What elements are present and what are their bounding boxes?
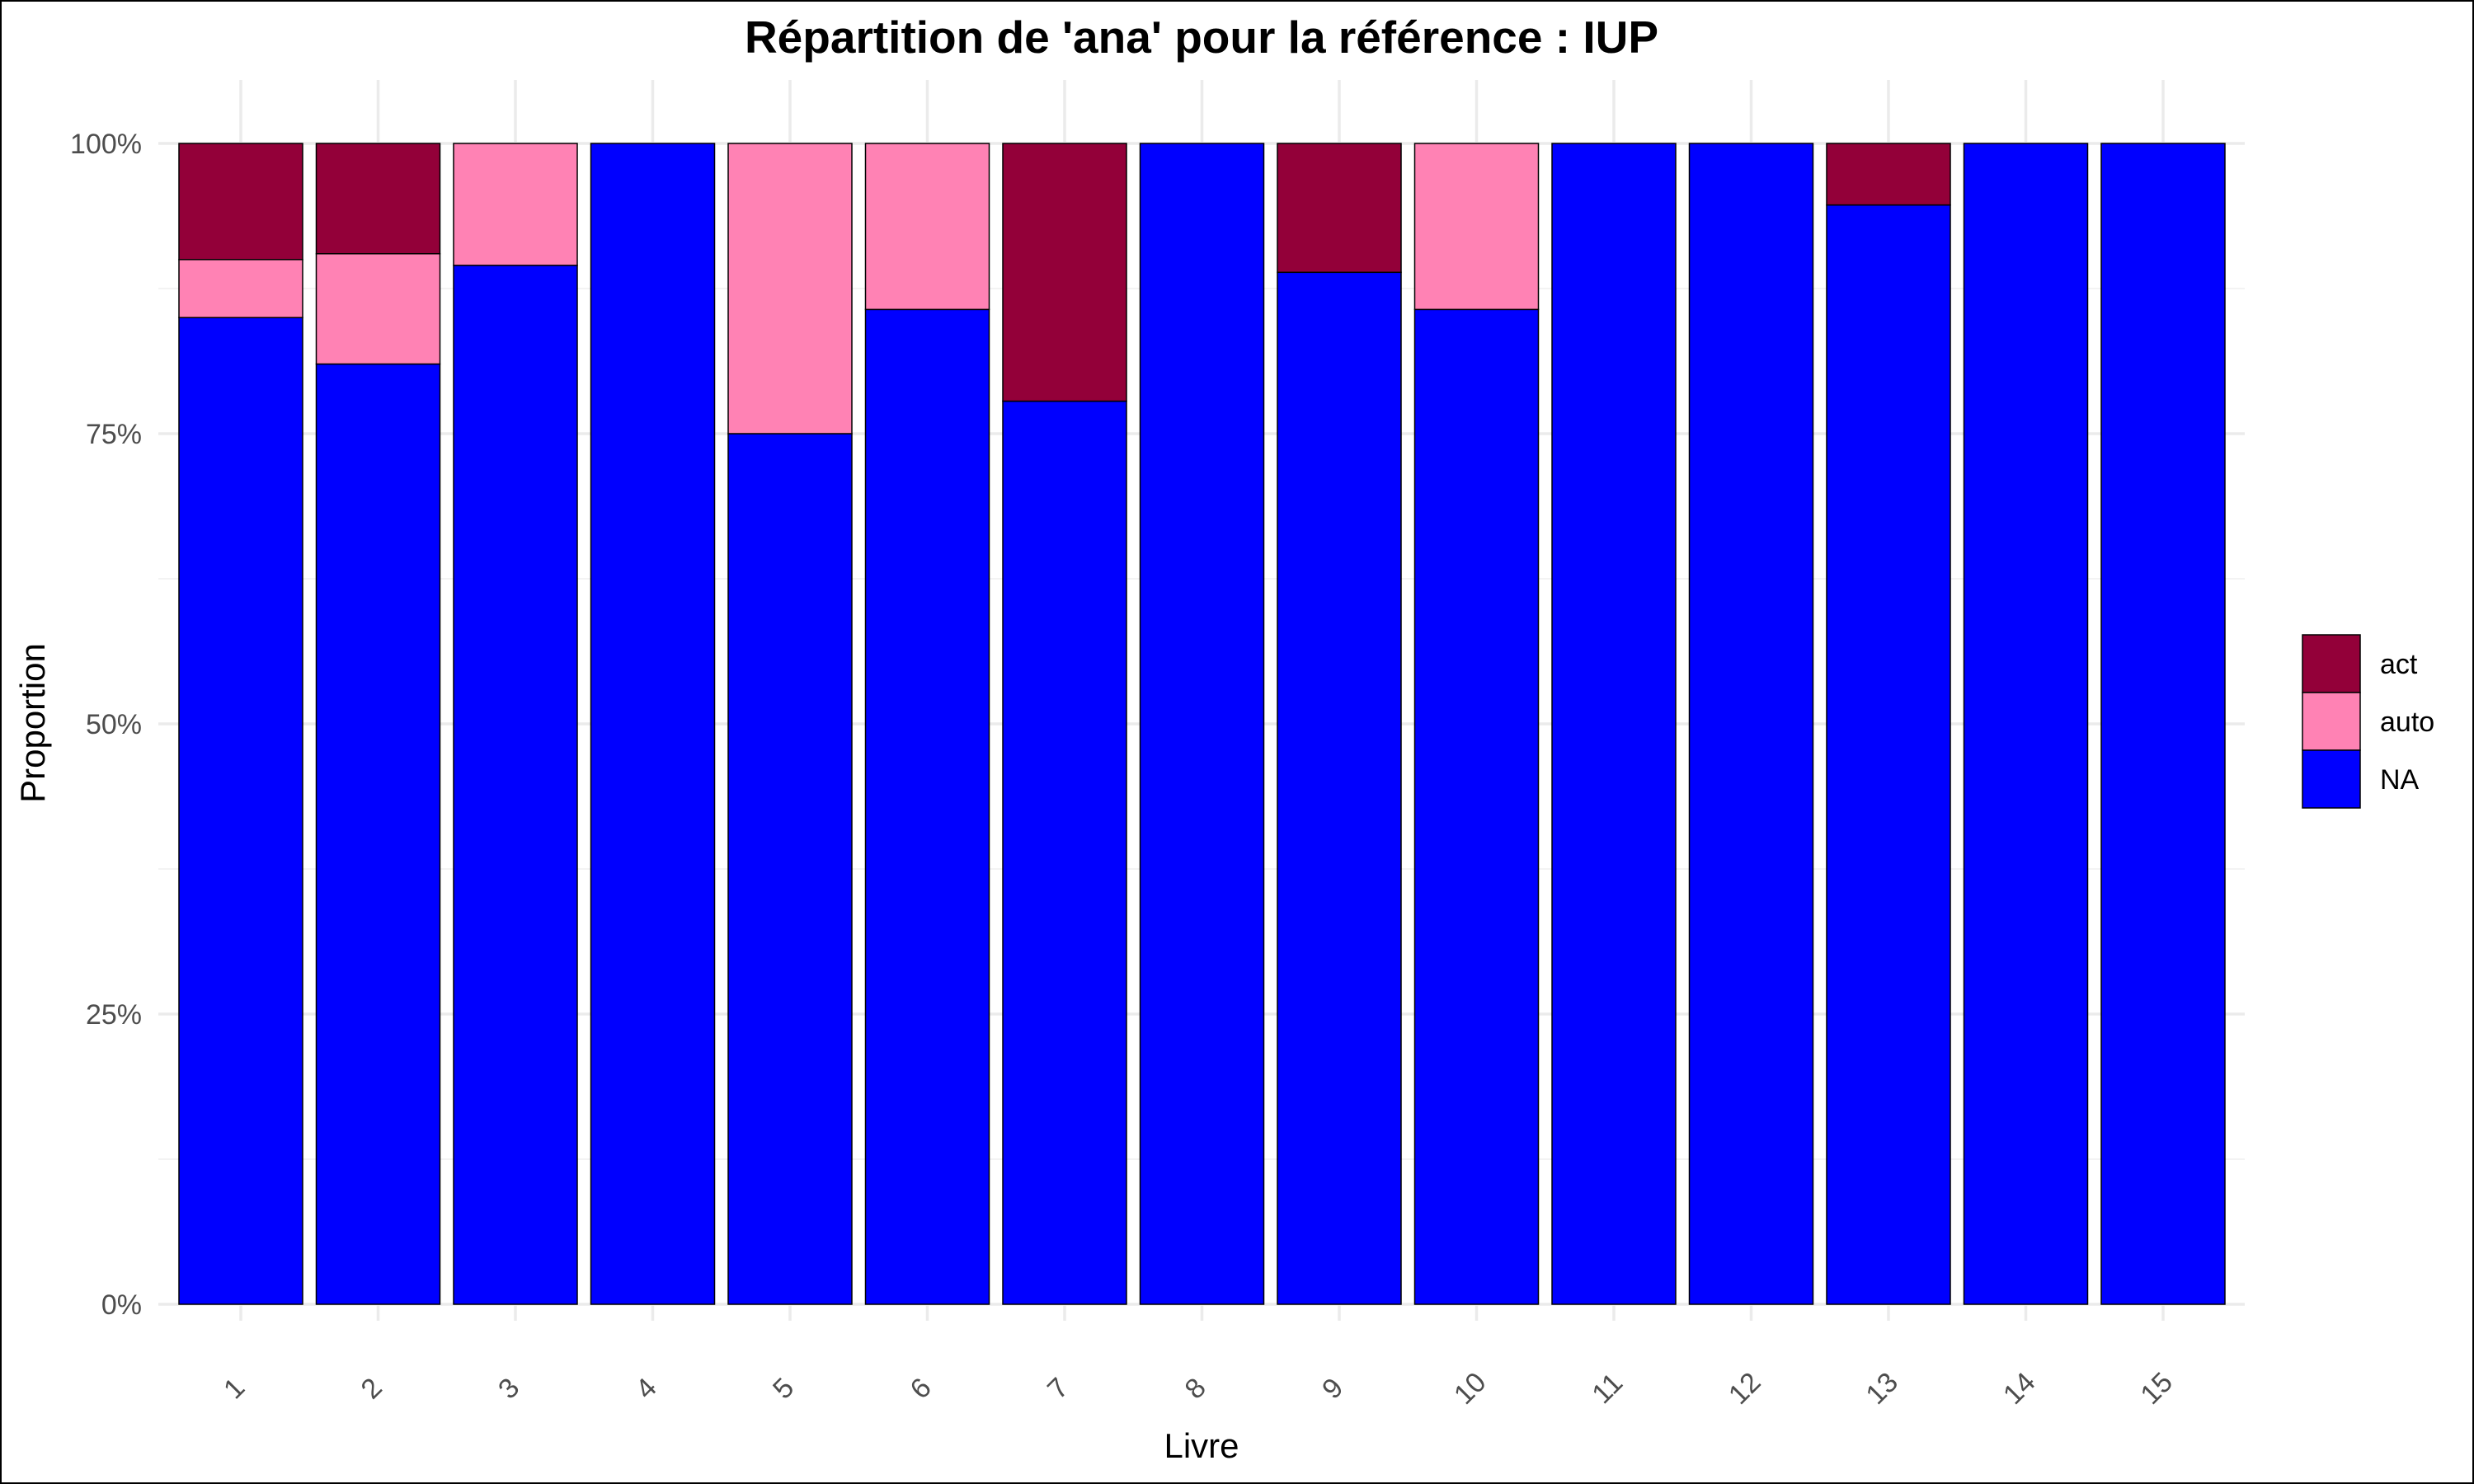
legend-key-na [2302,749,2361,809]
x-tick-label: 14 [1997,1366,2042,1411]
bar-segment-na-livre-12 [1688,143,1814,1305]
bar-segment-act-livre-9 [1277,143,1402,274]
legend-label-auto: auto [2380,707,2434,738]
x-tick-label: 12 [1723,1366,1767,1411]
bar-segment-auto-livre-1 [178,259,303,318]
x-axis-title: Livre [1164,1426,1239,1465]
legend-label-act: act [2380,649,2418,680]
chart-title: Répartition de 'ana' pour la référence :… [745,12,1658,63]
x-tick-label: 11 [1586,1367,1629,1410]
bar-segment-auto-livre-2 [315,253,441,365]
bar-segment-na-livre-6 [864,308,990,1305]
bar-segment-na-livre-7 [1002,400,1127,1305]
x-tick-label: 9 [1316,1372,1349,1405]
y-tick-label: 25% [86,999,142,1031]
bar-segment-na-livre-1 [178,317,303,1305]
bar-segment-na-livre-11 [1551,143,1677,1305]
x-tick-label: 5 [767,1372,800,1405]
bar-segment-na-livre-4 [590,143,716,1305]
bar-segment-na-livre-2 [315,363,441,1305]
x-tick-label: 8 [1179,1372,1212,1405]
bar-segment-na-livre-13 [1826,204,1951,1305]
x-tick-label: 6 [905,1372,938,1405]
legend: act auto NA [2302,634,2434,809]
y-tick-label: 100% [70,129,142,160]
x-tick-label: 10 [1448,1366,1493,1411]
bar-segment-na-livre-15 [2100,143,2226,1305]
bar-segment-act-livre-1 [178,143,303,261]
x-tick-label: 2 [355,1372,388,1405]
y-axis-ticks: 0% 25% 50% 75% 100% [70,129,142,1321]
bar-segment-auto-livre-6 [864,143,990,311]
x-tick-label: 3 [492,1372,525,1405]
legend-key-auto [2302,692,2361,751]
bar-segment-auto-livre-5 [727,143,853,434]
x-axis-ticks: 1 2 3 4 5 6 7 8 9 10 11 12 13 14 15 [218,1366,2179,1411]
bar-segment-na-livre-9 [1277,271,1402,1305]
x-tick-label: 7 [1042,1372,1075,1405]
bar-segment-na-livre-5 [727,433,853,1305]
bars-layer [178,143,2226,1305]
x-tick-label: 4 [630,1372,663,1405]
x-tick-label: 15 [2134,1366,2179,1411]
bar-segment-na-livre-3 [453,265,578,1305]
legend-key-act [2302,634,2361,693]
bar-segment-act-livre-2 [315,143,441,255]
bar-segment-auto-livre-3 [453,143,578,266]
legend-label-na: NA [2380,764,2420,796]
y-tick-label: 75% [86,419,142,450]
y-axis-title: Proportion [13,643,52,803]
bar-segment-auto-livre-10 [1413,143,1540,311]
bar-segment-act-livre-7 [1002,143,1127,402]
y-tick-label: 0% [101,1289,142,1321]
y-tick-label: 50% [86,709,142,740]
bar-segment-na-livre-8 [1139,143,1265,1305]
bar-segment-na-livre-10 [1413,308,1540,1305]
x-tick-label: 1 [218,1372,251,1405]
x-tick-label: 13 [1860,1366,1904,1411]
bar-segment-na-livre-14 [1963,143,2089,1305]
bar-segment-act-livre-13 [1826,143,1951,206]
